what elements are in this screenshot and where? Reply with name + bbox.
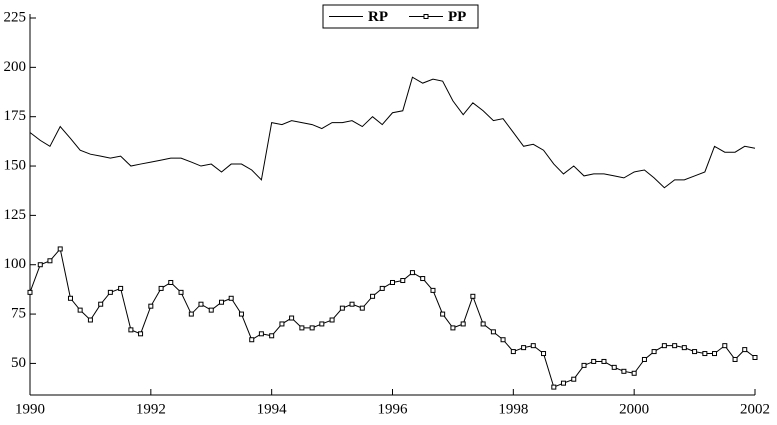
data-point <box>98 301 104 307</box>
data-point <box>370 293 376 299</box>
data-point <box>158 285 164 291</box>
data-point <box>178 289 184 295</box>
x-tick-label: 1996 <box>378 401 409 417</box>
data-point <box>601 358 607 364</box>
data-point <box>309 325 315 331</box>
x-tick-label: 1992 <box>136 401 166 417</box>
data-point <box>672 343 678 349</box>
data-point <box>299 325 305 331</box>
data-point <box>732 356 738 362</box>
data-point <box>551 384 557 390</box>
data-point <box>430 287 436 293</box>
data-point <box>128 327 134 333</box>
data-point <box>560 380 566 386</box>
x-tick-label: 1998 <box>498 401 528 417</box>
data-point <box>470 293 476 299</box>
data-point <box>269 333 275 339</box>
x-tick-label: 2000 <box>619 401 649 417</box>
data-point <box>490 329 496 335</box>
data-point <box>339 305 345 311</box>
data-point <box>228 295 234 301</box>
data-point <box>219 299 225 305</box>
data-point <box>319 321 325 327</box>
data-point <box>249 337 255 343</box>
data-point <box>379 285 385 291</box>
y-tick-label: 225 <box>4 9 27 25</box>
y-tick-label: 200 <box>4 59 27 75</box>
data-point <box>742 347 748 353</box>
data-point <box>641 356 647 362</box>
data-point <box>208 307 214 313</box>
data-point <box>390 279 395 285</box>
data-point <box>712 351 718 357</box>
data-point <box>661 343 667 349</box>
data-point <box>168 279 174 285</box>
data-point <box>138 331 144 337</box>
data-point <box>198 301 204 307</box>
data-point <box>530 343 536 349</box>
data-point <box>440 311 446 317</box>
data-point <box>188 311 194 317</box>
data-point <box>541 351 547 357</box>
data-point <box>591 358 597 364</box>
data-point <box>510 349 516 355</box>
data-point <box>571 376 577 382</box>
legend-marker <box>423 14 429 19</box>
data-point <box>67 295 73 301</box>
x-tick-label: 1994 <box>257 401 288 417</box>
data-point <box>148 303 154 309</box>
data-point <box>47 258 53 264</box>
x-tick-label: 2002 <box>740 401 770 417</box>
data-point <box>681 345 687 351</box>
y-tick-label: 50 <box>11 355 26 371</box>
y-tick-label: 75 <box>11 306 26 322</box>
data-point <box>349 301 355 307</box>
data-point <box>611 364 617 370</box>
data-point <box>460 321 466 327</box>
data-point <box>279 321 285 327</box>
data-point <box>722 343 728 349</box>
data-point <box>238 311 244 317</box>
legend-box <box>322 4 479 29</box>
data-point <box>651 349 657 355</box>
data-point <box>37 262 43 268</box>
data-point <box>692 349 698 355</box>
data-point <box>329 317 335 323</box>
y-tick-label: 100 <box>4 256 27 272</box>
data-point <box>480 321 486 327</box>
data-point <box>702 351 708 357</box>
data-point <box>621 368 627 374</box>
data-point <box>450 325 456 331</box>
data-point <box>27 289 33 295</box>
data-point <box>581 362 587 368</box>
data-point <box>409 270 415 276</box>
legend-label: PP <box>448 9 466 25</box>
data-point <box>87 317 93 323</box>
data-point <box>631 370 637 376</box>
y-tick-label: 125 <box>4 207 27 223</box>
legend: RP PP <box>322 4 479 29</box>
series-line <box>29 247 756 388</box>
data-point <box>107 289 113 295</box>
data-point <box>118 285 124 291</box>
data-point <box>258 331 264 337</box>
data-point <box>77 307 83 313</box>
legend-label: RP <box>368 9 388 25</box>
data-point <box>289 315 295 321</box>
x-tick-label: 1990 <box>15 401 45 417</box>
data-point <box>57 246 63 252</box>
series-line <box>29 76 756 189</box>
y-tick-label: 175 <box>4 108 27 124</box>
data-point <box>359 305 365 311</box>
data-point <box>521 345 527 351</box>
data-point <box>420 276 426 282</box>
y-tick-label: 150 <box>4 157 27 173</box>
data-point <box>400 278 406 284</box>
data-point <box>500 337 506 343</box>
data-point <box>752 354 758 360</box>
